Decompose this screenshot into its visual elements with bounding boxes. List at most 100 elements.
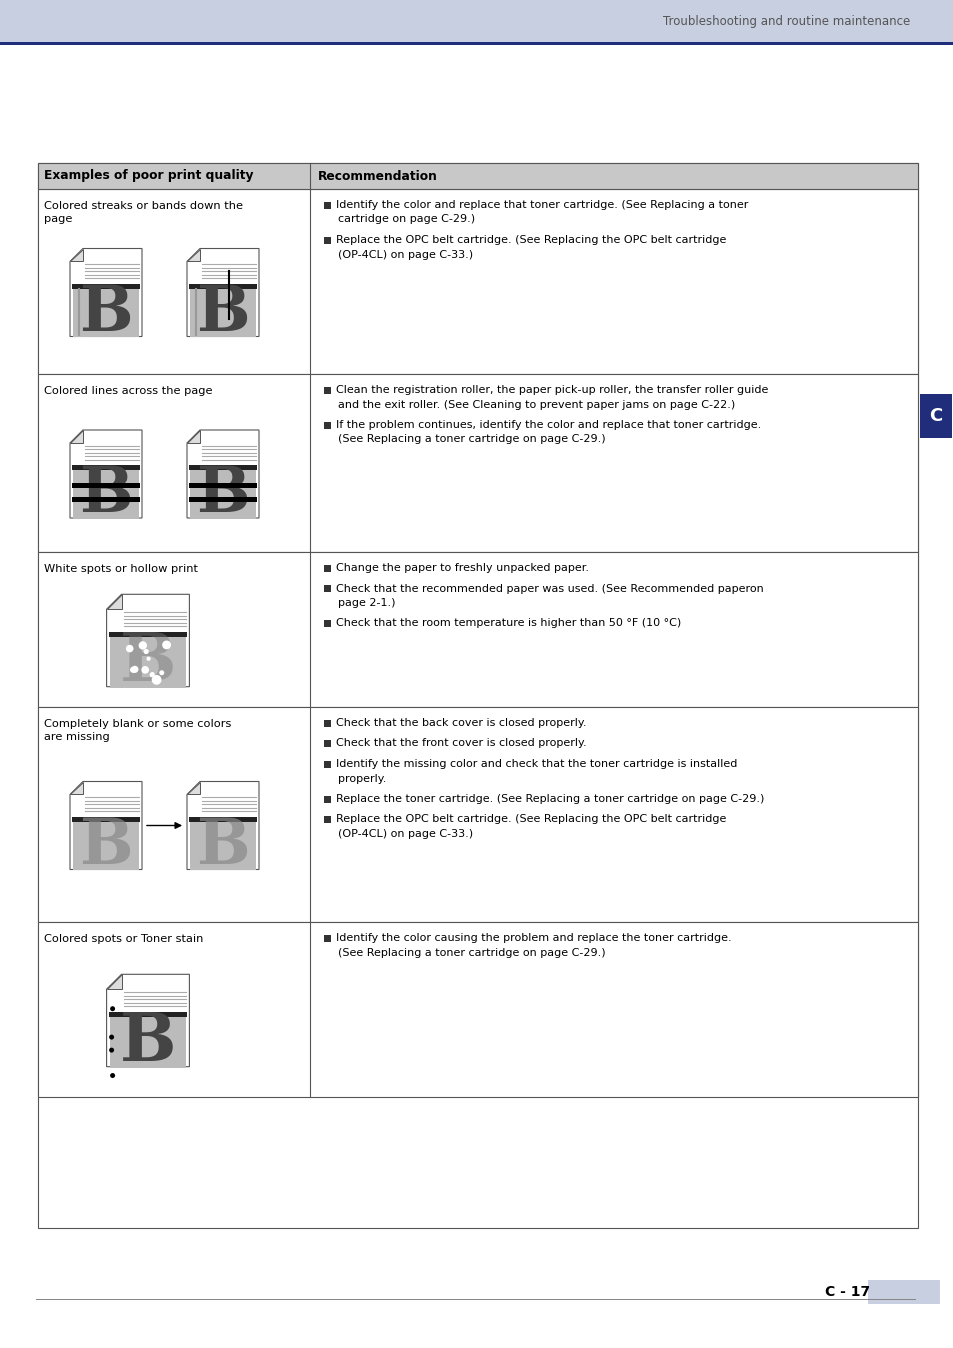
- Bar: [38, 189, 917, 373]
- Text: B: B: [196, 283, 250, 344]
- Bar: [324, 720, 331, 727]
- Text: Completely blank or some colors: Completely blank or some colors: [44, 718, 232, 729]
- Polygon shape: [187, 248, 258, 337]
- Bar: [324, 422, 331, 429]
- Text: B: B: [79, 283, 132, 344]
- Bar: [324, 201, 331, 209]
- Bar: [71, 817, 140, 822]
- Bar: [109, 632, 187, 636]
- Polygon shape: [187, 782, 258, 869]
- Circle shape: [162, 640, 171, 650]
- Text: White spots or hollow print: White spots or hollow print: [44, 563, 198, 574]
- Bar: [38, 373, 917, 551]
- Text: Replace the toner cartridge. (See Replacing a toner cartridge on page C-29.): Replace the toner cartridge. (See Replac…: [335, 794, 763, 803]
- Bar: [189, 465, 256, 470]
- Text: are missing: are missing: [44, 732, 110, 741]
- Polygon shape: [107, 594, 121, 609]
- Text: C: C: [928, 407, 942, 425]
- Text: Colored spots or Toner stain: Colored spots or Toner stain: [44, 934, 203, 944]
- Bar: [38, 551, 917, 706]
- Circle shape: [150, 673, 154, 677]
- Circle shape: [144, 648, 149, 654]
- Polygon shape: [187, 782, 200, 794]
- Polygon shape: [107, 975, 190, 1066]
- Text: C - 17: C - 17: [824, 1285, 870, 1299]
- Polygon shape: [70, 248, 83, 262]
- Bar: [324, 740, 331, 747]
- Bar: [867, 1281, 939, 1304]
- Text: Colored streaks or bands down the: Colored streaks or bands down the: [44, 201, 243, 212]
- Bar: [190, 288, 255, 337]
- Bar: [0, 0, 953, 42]
- Text: B: B: [79, 816, 132, 876]
- Bar: [38, 706, 917, 922]
- Polygon shape: [70, 248, 142, 337]
- Bar: [73, 470, 139, 519]
- Text: Check that the recommended paper was used. (See Recommended paperon: Check that the recommended paper was use…: [335, 584, 763, 593]
- Bar: [324, 934, 331, 941]
- Bar: [38, 922, 917, 1097]
- Bar: [324, 565, 331, 572]
- Text: Replace the OPC belt cartridge. (See Replacing the OPC belt cartridge: Replace the OPC belt cartridge. (See Rep…: [335, 814, 725, 825]
- Bar: [38, 163, 917, 189]
- Text: page: page: [44, 214, 72, 224]
- Bar: [36, 1298, 915, 1299]
- Text: B: B: [196, 464, 250, 526]
- Text: Troubleshooting and routine maintenance: Troubleshooting and routine maintenance: [662, 15, 909, 27]
- Bar: [71, 284, 140, 288]
- Text: Check that the room temperature is higher than 50 °F (10 °C): Check that the room temperature is highe…: [335, 619, 680, 628]
- Polygon shape: [187, 248, 200, 262]
- Bar: [71, 484, 140, 488]
- Circle shape: [110, 1073, 115, 1078]
- Text: Check that the front cover is closed properly.: Check that the front cover is closed pro…: [335, 739, 586, 748]
- Circle shape: [109, 1035, 114, 1039]
- Polygon shape: [70, 782, 83, 794]
- Text: (See Replacing a toner cartridge on page C-29.): (See Replacing a toner cartridge on page…: [337, 434, 605, 445]
- Bar: [73, 822, 139, 871]
- Bar: [324, 620, 331, 627]
- Polygon shape: [107, 594, 190, 686]
- Bar: [110, 636, 186, 687]
- Polygon shape: [187, 430, 258, 518]
- Bar: [324, 795, 331, 802]
- Bar: [189, 484, 256, 488]
- Bar: [109, 1012, 187, 1016]
- Circle shape: [151, 673, 154, 677]
- Text: Recommendation: Recommendation: [317, 170, 437, 182]
- Text: Colored lines across the page: Colored lines across the page: [44, 386, 213, 396]
- Text: cartridge on page C-29.): cartridge on page C-29.): [337, 214, 475, 225]
- Text: (OP-4CL) on page C-33.): (OP-4CL) on page C-33.): [337, 829, 473, 838]
- Bar: [919, 394, 951, 438]
- Text: Change the paper to freshly unpacked paper.: Change the paper to freshly unpacked pap…: [335, 563, 588, 573]
- Text: If the problem continues, identify the color and replace that toner cartridge.: If the problem continues, identify the c…: [335, 421, 760, 430]
- Circle shape: [141, 666, 149, 674]
- Bar: [189, 496, 256, 501]
- Circle shape: [130, 667, 136, 673]
- Text: Identify the color causing the problem and replace the toner cartridge.: Identify the color causing the problem a…: [335, 933, 731, 944]
- Text: B: B: [120, 1010, 176, 1074]
- Text: and the exit roller. (See Cleaning to prevent paper jams on page C-22.): and the exit roller. (See Cleaning to pr…: [337, 399, 735, 410]
- Circle shape: [159, 670, 164, 675]
- Circle shape: [110, 1006, 115, 1011]
- Text: Check that the back cover is closed properly.: Check that the back cover is closed prop…: [335, 718, 586, 728]
- Polygon shape: [187, 430, 200, 443]
- Bar: [190, 822, 255, 871]
- Circle shape: [147, 656, 151, 661]
- Bar: [38, 163, 917, 1228]
- Polygon shape: [70, 430, 142, 518]
- Text: B: B: [120, 630, 176, 694]
- Bar: [110, 1016, 186, 1068]
- Circle shape: [152, 675, 161, 685]
- Bar: [0, 42, 953, 44]
- Bar: [324, 236, 331, 244]
- Bar: [324, 816, 331, 824]
- Text: Clean the registration roller, the paper pick-up roller, the transfer roller gui: Clean the registration roller, the paper…: [335, 386, 767, 395]
- Polygon shape: [70, 782, 142, 869]
- Text: Identify the color and replace that toner cartridge. (See Replacing a toner: Identify the color and replace that tone…: [335, 200, 747, 210]
- Text: (OP-4CL) on page C-33.): (OP-4CL) on page C-33.): [337, 249, 473, 260]
- Circle shape: [132, 666, 138, 673]
- Bar: [189, 284, 256, 288]
- Text: page 2-1.): page 2-1.): [337, 599, 395, 608]
- Text: Examples of poor print quality: Examples of poor print quality: [44, 170, 253, 182]
- Bar: [190, 470, 255, 519]
